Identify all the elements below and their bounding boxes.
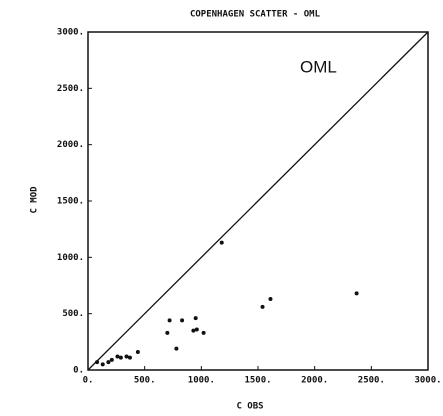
- y-tick-label: 500.: [62, 309, 84, 319]
- point: [109, 357, 114, 362]
- y-tick-label: 1000.: [57, 253, 84, 263]
- point: [165, 330, 170, 335]
- point: [194, 327, 199, 332]
- point: [95, 360, 100, 365]
- y-tick-label: 0.: [73, 366, 84, 376]
- x-axis-label: C OBS: [236, 402, 263, 412]
- x-tick-label: 3000.: [414, 376, 441, 386]
- x-tick-label: 2500.: [358, 376, 385, 386]
- point: [167, 318, 172, 323]
- x-tick-label: 1000.: [188, 376, 215, 386]
- point: [115, 354, 120, 359]
- point: [118, 355, 123, 360]
- x-tick-label: 500.: [134, 376, 156, 386]
- annotation: OML: [300, 57, 337, 76]
- point: [127, 355, 132, 360]
- chart-title: COPENHAGEN SCATTER - OML: [190, 10, 321, 20]
- point: [260, 304, 265, 309]
- y-tick-label: 2500.: [57, 84, 84, 94]
- point: [268, 297, 273, 302]
- point: [201, 330, 206, 335]
- x-tick-label: 0.: [83, 376, 94, 386]
- point: [191, 328, 196, 333]
- point: [106, 360, 111, 365]
- one-to-one-line: [87, 31, 429, 371]
- y-tick-label: 1500.: [57, 197, 84, 207]
- point: [174, 346, 179, 351]
- y-tick-label: 2000.: [57, 140, 84, 150]
- y-tick-label: 3000.: [57, 28, 84, 38]
- point: [219, 240, 224, 245]
- point: [124, 354, 129, 359]
- point: [135, 349, 140, 354]
- point: [354, 291, 359, 296]
- point: [193, 316, 198, 321]
- x-tick-label: 1500.: [244, 376, 271, 386]
- point: [100, 362, 105, 367]
- point: [180, 318, 185, 323]
- y-axis-label: C MOD: [30, 186, 40, 214]
- x-tick-label: 2000.: [301, 376, 328, 386]
